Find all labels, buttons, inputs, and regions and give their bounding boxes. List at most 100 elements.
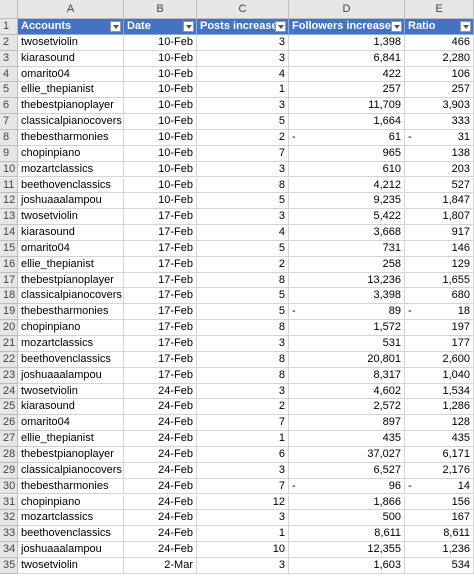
cell[interactable]: ellie_thepianist <box>18 431 124 447</box>
cell[interactable]: 897 <box>289 415 405 432</box>
row-number[interactable]: 25 <box>0 399 18 416</box>
cell[interactable]: 10-Feb <box>124 50 197 67</box>
cell[interactable]: 3 <box>197 50 289 67</box>
row-number[interactable]: 17 <box>0 272 18 289</box>
cell[interactable]: mozartclassics <box>18 336 124 352</box>
row-number[interactable]: 15 <box>0 240 18 257</box>
cell[interactable]: 24-Feb <box>124 446 197 463</box>
row-number[interactable]: 1 <box>0 19 18 35</box>
cell[interactable]: 10-Feb <box>124 161 197 178</box>
cell[interactable]: thebestpianoplayer <box>18 272 124 289</box>
cell[interactable]: 8 <box>197 272 289 289</box>
cell[interactable]: 527 <box>405 177 474 194</box>
row-number[interactable]: 4 <box>0 66 18 83</box>
cell[interactable]: - 96 <box>289 478 405 495</box>
row-number[interactable]: 5 <box>0 82 18 99</box>
cell[interactable]: mozartclassics <box>18 161 124 178</box>
cell[interactable]: 3 <box>197 161 289 178</box>
cell[interactable]: thebestharmonies <box>18 129 124 146</box>
cell[interactable]: 167 <box>405 510 474 527</box>
cell[interactable]: 10-Feb <box>124 114 197 130</box>
row-number[interactable]: 34 <box>0 542 18 558</box>
cell[interactable]: 10 <box>197 542 289 558</box>
row-number[interactable]: 10 <box>0 161 18 178</box>
cell[interactable]: kiarasound <box>18 50 124 67</box>
cell[interactable]: 10-Feb <box>124 82 197 99</box>
cell[interactable]: - 89 <box>289 304 405 321</box>
cell[interactable]: 17-Feb <box>124 240 197 257</box>
cell[interactable]: 1 <box>197 82 289 99</box>
cell[interactable]: kiarasound <box>18 399 124 416</box>
cell[interactable]: 2,280 <box>405 50 474 67</box>
cell[interactable]: 531 <box>289 336 405 352</box>
cell[interactable]: 8 <box>197 367 289 384</box>
cell[interactable]: 3 <box>197 34 289 51</box>
cell[interactable]: classicalpianocovers <box>18 114 124 130</box>
filter-button[interactable] <box>460 21 471 32</box>
row-number[interactable]: 8 <box>0 129 18 146</box>
cell[interactable]: 2 <box>197 399 289 416</box>
cell[interactable]: 7 <box>197 145 289 162</box>
row-number[interactable]: 24 <box>0 383 18 400</box>
cell[interactable]: 17-Feb <box>124 225 197 241</box>
cell[interactable]: 24-Feb <box>124 383 197 400</box>
filter-button[interactable] <box>391 21 402 32</box>
cell[interactable]: 10-Feb <box>124 129 197 146</box>
cell[interactable]: thebestpianoplayer <box>18 98 124 115</box>
cell[interactable]: twosetviolin <box>18 383 124 400</box>
cell[interactable]: 17-Feb <box>124 367 197 384</box>
filter-button[interactable] <box>183 21 194 32</box>
cell[interactable]: 466 <box>405 34 474 51</box>
cell[interactable]: 1,236 <box>405 542 474 558</box>
cell[interactable]: twosetviolin <box>18 34 124 51</box>
cell[interactable]: mozartclassics <box>18 510 124 527</box>
cell[interactable]: 6,841 <box>289 50 405 67</box>
cell[interactable]: 10-Feb <box>124 193 197 210</box>
column-letter[interactable]: E <box>405 0 474 19</box>
cell[interactable]: 1,655 <box>405 272 474 289</box>
cell[interactable]: 8,317 <box>289 367 405 384</box>
cell[interactable]: thebestharmonies <box>18 304 124 321</box>
cell[interactable]: 2 <box>197 256 289 273</box>
cell[interactable]: 10-Feb <box>124 34 197 51</box>
cell[interactable]: chopinpiano <box>18 145 124 162</box>
cell[interactable]: 8,611 <box>289 526 405 543</box>
cell[interactable]: joshuaaalampou <box>18 367 124 384</box>
cell[interactable]: 1,866 <box>289 494 405 511</box>
cell[interactable]: - 14 <box>405 478 474 495</box>
cell[interactable]: 6,171 <box>405 446 474 463</box>
row-number[interactable]: 6 <box>0 98 18 115</box>
cell[interactable]: 435 <box>289 431 405 447</box>
cell[interactable]: 1,286 <box>405 399 474 416</box>
cell[interactable]: joshuaaalampou <box>18 542 124 558</box>
cell[interactable]: 3,668 <box>289 225 405 241</box>
cell[interactable]: 1,572 <box>289 320 405 336</box>
cell[interactable]: 7 <box>197 478 289 495</box>
cell[interactable]: beethovenclassics <box>18 177 124 194</box>
cell[interactable]: omarito04 <box>18 66 124 83</box>
cell[interactable]: 257 <box>405 82 474 99</box>
cell[interactable]: 1,398 <box>289 34 405 51</box>
cell[interactable]: 4 <box>197 66 289 83</box>
cell[interactable]: 17-Feb <box>124 304 197 321</box>
cell[interactable]: 1,807 <box>405 209 474 226</box>
cell[interactable]: 333 <box>405 114 474 130</box>
cell[interactable]: 138 <box>405 145 474 162</box>
row-number[interactable]: 9 <box>0 145 18 162</box>
cell[interactable]: 8 <box>197 351 289 368</box>
row-number[interactable]: 7 <box>0 114 18 130</box>
cell[interactable]: 731 <box>289 240 405 257</box>
cell[interactable]: thebestharmonies <box>18 478 124 495</box>
cell[interactable]: 5 <box>197 240 289 257</box>
cell[interactable]: 17-Feb <box>124 351 197 368</box>
cell[interactable]: 258 <box>289 256 405 273</box>
cell[interactable]: chopinpiano <box>18 320 124 336</box>
row-number[interactable]: 18 <box>0 288 18 305</box>
cell[interactable]: 37,027 <box>289 446 405 463</box>
cell[interactable]: 129 <box>405 256 474 273</box>
row-number[interactable]: 30 <box>0 478 18 495</box>
cell[interactable]: 106 <box>405 66 474 83</box>
cell[interactable]: 17-Feb <box>124 272 197 289</box>
cell[interactable]: 203 <box>405 161 474 178</box>
cell[interactable]: 1,603 <box>289 557 405 574</box>
